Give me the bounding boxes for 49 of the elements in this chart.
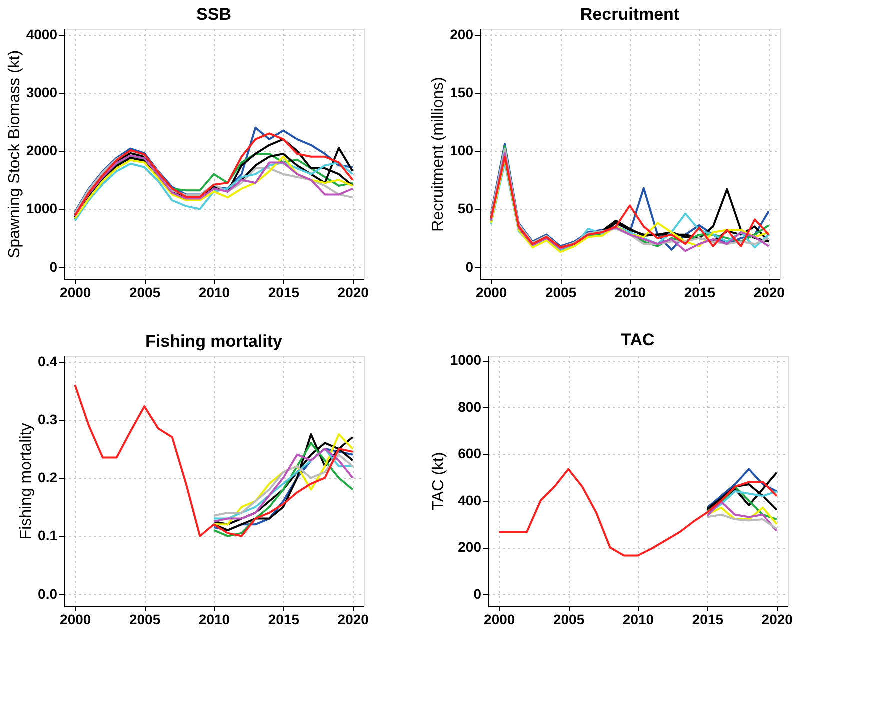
y-axis-title: Spawning Stock Biomass (kt) xyxy=(6,50,24,259)
x-tick-label: 2000 xyxy=(484,612,516,628)
chart-title: TAC xyxy=(621,330,655,350)
x-tick-label: 2010 xyxy=(622,612,654,628)
y-tick-label: 0.0 xyxy=(38,586,58,602)
y-tick-label: 400 xyxy=(458,492,482,508)
y-axis-title: Recruitment (millions) xyxy=(430,77,448,232)
x-tick-label: 2005 xyxy=(553,612,585,628)
y-axis-title: Fishing mortality xyxy=(18,423,36,540)
y-tick-label: 4000 xyxy=(26,26,58,42)
y-axis-title: TAC (kt) xyxy=(430,452,448,511)
y-tick-label: 800 xyxy=(458,398,482,415)
x-tick-label: 2015 xyxy=(692,612,724,628)
y-tick-label: 0.2 xyxy=(38,470,58,486)
y-tick-label: 2000 xyxy=(26,142,58,159)
chart-title: Recruitment xyxy=(580,4,680,24)
x-tick-label: 2020 xyxy=(338,284,370,300)
x-tick-label: 2005 xyxy=(129,284,161,300)
y-tick-label: 0 xyxy=(474,586,482,602)
y-tick-label: 50 xyxy=(458,200,474,217)
y-tick-label: 0 xyxy=(466,258,474,275)
y-tick-label: 150 xyxy=(450,84,474,100)
x-tick-label: 2020 xyxy=(338,612,370,628)
x-tick-label: 2000 xyxy=(60,284,92,300)
x-tick-label: 2015 xyxy=(268,612,300,628)
y-tick-label: 200 xyxy=(458,539,482,556)
x-tick-label: 2010 xyxy=(198,284,230,300)
y-tick-label: 0.1 xyxy=(38,528,58,544)
chart-title: SSB xyxy=(196,4,232,24)
x-tick-label: 2015 xyxy=(268,284,300,300)
chart-title: Fishing mortality xyxy=(146,332,284,351)
x-tick-label: 2010 xyxy=(614,284,646,300)
x-tick-label: 2015 xyxy=(684,284,716,300)
x-tick-label: 2000 xyxy=(60,612,92,628)
x-tick-label: 2005 xyxy=(129,612,161,628)
y-tick-label: 3000 xyxy=(26,84,58,100)
x-tick-label: 2010 xyxy=(198,612,230,628)
y-tick-label: 1000 xyxy=(26,200,58,217)
y-tick-label: 100 xyxy=(450,142,474,159)
y-tick-label: 0 xyxy=(50,258,58,275)
x-tick-label: 2020 xyxy=(754,284,786,300)
y-tick-label: 1000 xyxy=(450,352,482,368)
y-tick-label: 600 xyxy=(458,446,482,462)
x-tick-label: 2005 xyxy=(545,284,577,300)
x-tick-label: 2020 xyxy=(762,612,794,628)
y-tick-label: 200 xyxy=(450,26,474,42)
y-tick-label: 0.4 xyxy=(38,353,58,370)
y-tick-label: 0.3 xyxy=(38,411,58,428)
x-tick-label: 2000 xyxy=(476,284,508,300)
